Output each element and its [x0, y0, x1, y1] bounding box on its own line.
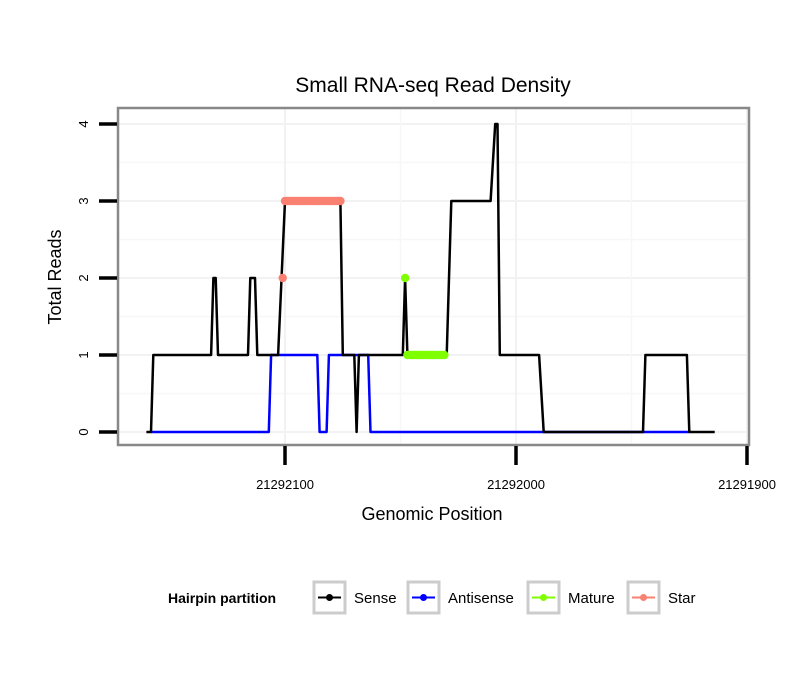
y-axis-label: Total Reads [45, 229, 65, 324]
legend: Hairpin partition Sense Antisense Mature St… [168, 580, 696, 615]
star-point [278, 273, 287, 283]
y-tick-label: 2 [76, 274, 91, 281]
y-tick-label: 1 [76, 351, 91, 358]
y-tick-label: 4 [76, 120, 91, 127]
star-point [336, 196, 345, 206]
y-tick-label: 0 [76, 428, 91, 435]
series-layer [146, 122, 715, 434]
legend-key-point [640, 594, 647, 601]
x-axis: 21292100 21292000 21291900 [256, 446, 776, 492]
legend-item-star: Star [626, 580, 696, 615]
legend-key-point [540, 594, 547, 601]
x-tick-label: 21292100 [256, 477, 314, 492]
legend-item-sense: Sense [312, 580, 397, 615]
panel-background [118, 108, 749, 445]
x-tick-label: 21292000 [487, 477, 545, 492]
legend-key-point [420, 594, 427, 601]
legend-label: Star [668, 590, 696, 607]
mature-point [440, 350, 449, 360]
series-star [278, 196, 345, 283]
antisense-line [151, 353, 690, 434]
legend-item-mature: Mature [526, 580, 615, 615]
y-axis: 0 1 2 3 4 [76, 120, 117, 436]
legend-label: Sense [354, 590, 397, 607]
series-antisense [151, 353, 690, 434]
grid [118, 108, 749, 445]
legend-label: Antisense [448, 590, 514, 607]
plot-panel [116, 106, 751, 447]
y-tick-label: 3 [76, 197, 91, 204]
sense-line [146, 122, 715, 434]
series-sense [146, 122, 715, 434]
mature-point [400, 273, 410, 283]
legend-key-point [326, 594, 333, 601]
legend-item-antisense: Antisense [406, 580, 514, 615]
x-axis-label: Genomic Position [361, 504, 502, 524]
chart-title: Small RNA-seq Read Density [295, 74, 571, 97]
legend-title: Hairpin partition [168, 590, 276, 606]
legend-label: Mature [568, 590, 615, 607]
series-mature [400, 273, 449, 360]
x-tick-label: 21291900 [718, 477, 776, 492]
